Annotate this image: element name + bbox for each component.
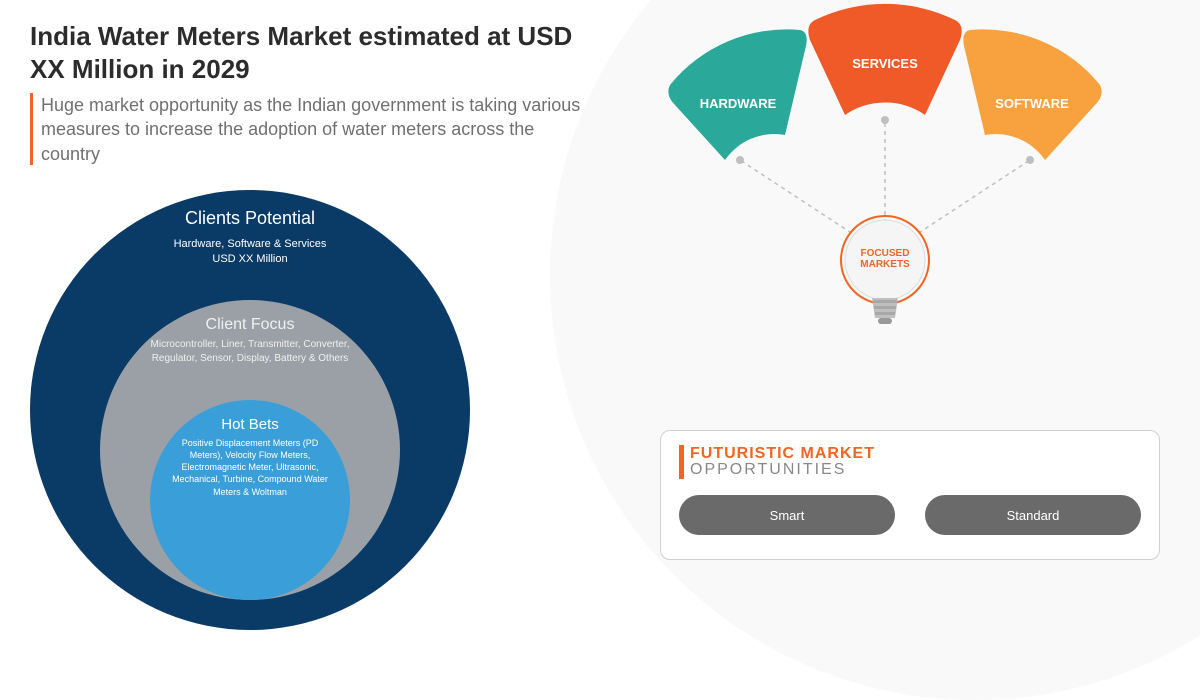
outer-text: Hardware, Software & ServicesUSD XX Mill… (30, 237, 470, 268)
connector-dot (736, 156, 744, 164)
segment-software-label: SOFTWARE (995, 96, 1069, 111)
opportunities-pills: Smart Standard (679, 495, 1141, 535)
segment-hardware (668, 29, 806, 160)
connector-dot (881, 116, 889, 124)
pill-standard: Standard (925, 495, 1141, 535)
opportunities-accent-bar (679, 445, 684, 479)
segment-hardware-label: HARDWARE (700, 96, 777, 111)
accent-bar (30, 93, 33, 165)
segment-services-label: SERVICES (852, 56, 918, 71)
subtitle-wrap: Huge market opportunity as the Indian go… (30, 93, 590, 166)
opportunities-heading: FUTURISTIC MARKET OPPORTUNITIES (679, 445, 1141, 479)
page-subtitle: Huge market opportunity as the Indian go… (41, 93, 590, 166)
focused-markets-bulb: FOCUSED MARKETS (830, 200, 940, 350)
pill-smart: Smart (679, 495, 895, 535)
inner-text: Positive Displacement Meters (PD Meters)… (150, 437, 350, 498)
mid-text: Microcontroller, Liner, Transmitter, Con… (100, 338, 400, 366)
opportunities-box: FUTURISTIC MARKET OPPORTUNITIES Smart St… (660, 430, 1160, 560)
mid-title: Client Focus (100, 300, 400, 334)
circle-inner: Hot Bets Positive Displacement Meters (P… (150, 400, 350, 600)
page-title: India Water Meters Market estimated at U… (30, 20, 590, 85)
outer-title: Clients Potential (30, 190, 470, 229)
inner-title: Hot Bets (150, 400, 350, 433)
bulb-line1: FOCUSED (860, 248, 909, 259)
concentric-diagram: Clients Potential Hardware, Software & S… (30, 190, 470, 630)
segment-software (963, 29, 1101, 160)
header-block: India Water Meters Market estimated at U… (30, 20, 590, 166)
bulb-line2: MARKETS (860, 259, 909, 270)
connector-dot (1026, 156, 1034, 164)
bulb-label: FOCUSED MARKETS (860, 248, 909, 270)
opportunities-line2: OPPORTUNITIES (690, 461, 875, 479)
lightbulb-icon (830, 200, 940, 350)
